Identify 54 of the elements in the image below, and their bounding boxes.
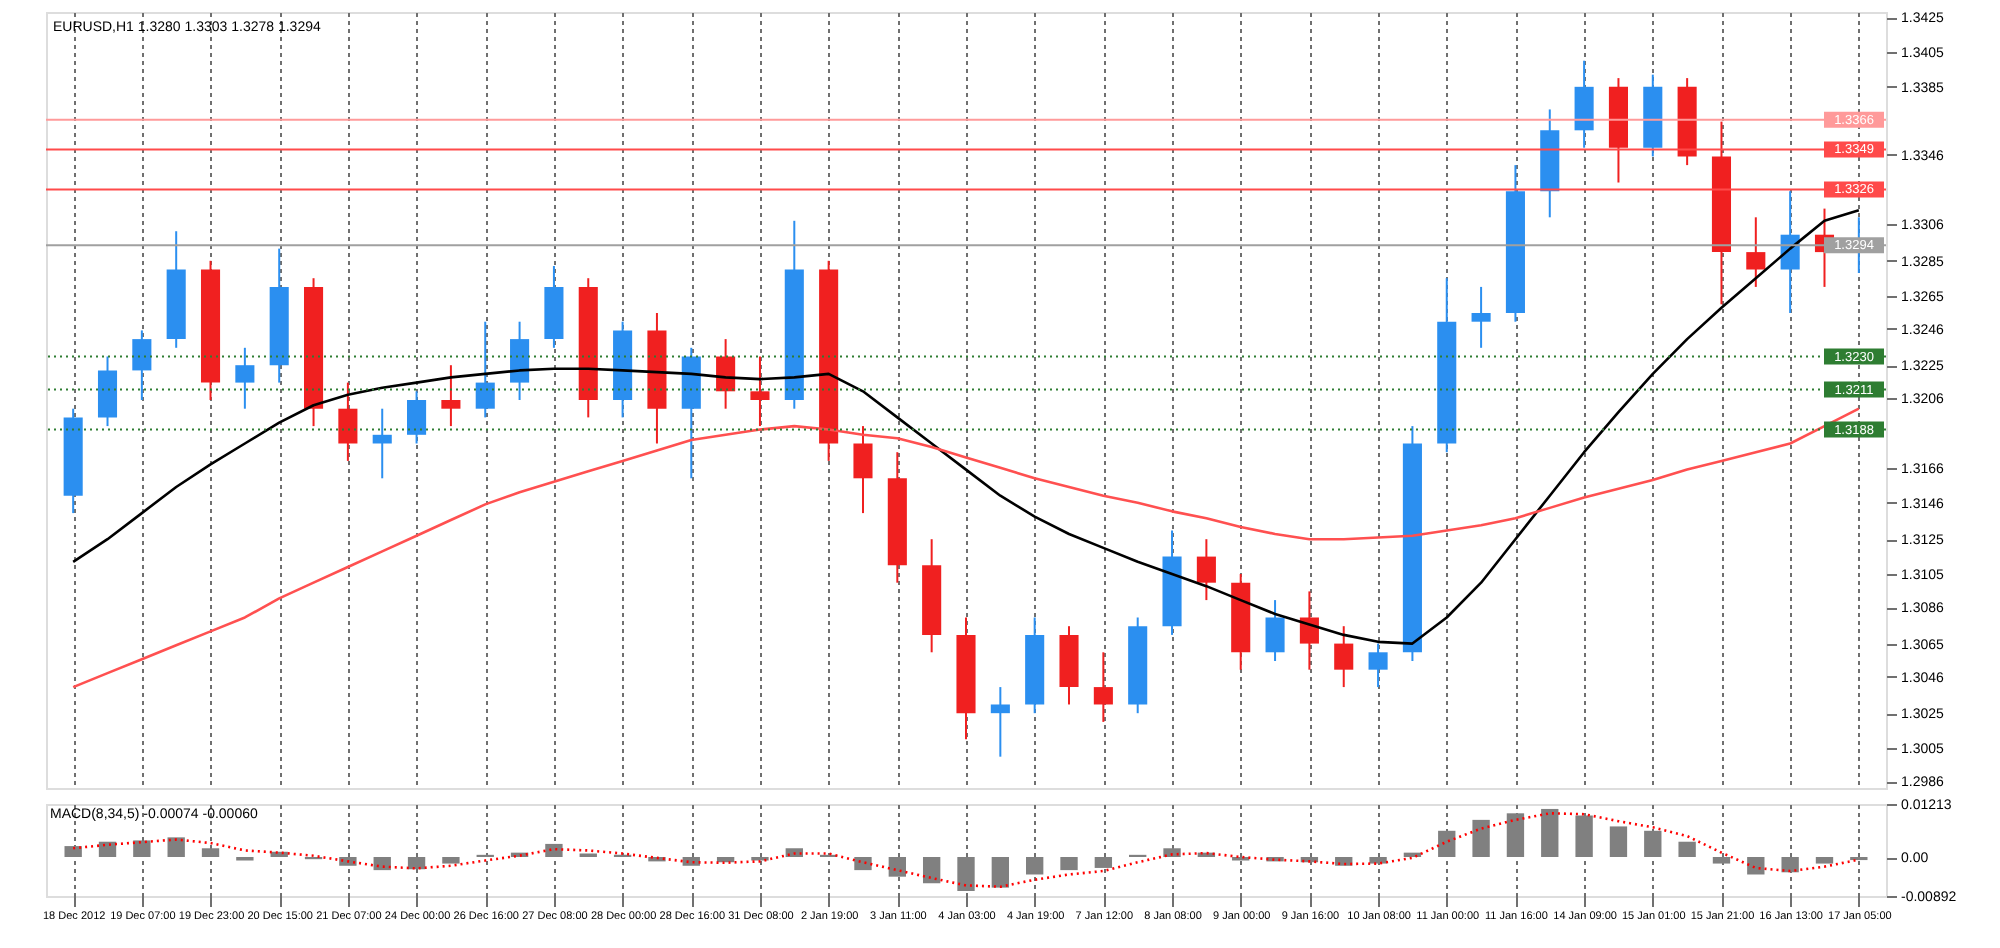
candlestick [1093,651,1113,723]
bar [1575,815,1593,858]
bar [1506,813,1525,858]
bar [407,857,426,870]
candlestick [750,355,770,428]
candlestick [1746,216,1766,288]
candlestick [1265,599,1285,662]
bar [1094,857,1113,868]
bar [1472,819,1490,858]
bar [64,846,82,858]
bar [1815,857,1834,864]
bar [1026,857,1044,875]
candlestick [441,364,461,428]
candlestick [1299,590,1319,671]
candlestick [97,355,118,428]
bar [545,843,563,858]
candlestick [1471,285,1491,349]
bar [991,857,1010,888]
candlestick [853,425,873,515]
bar [1369,857,1387,864]
bar [1335,857,1353,866]
bar [442,857,460,864]
bar [1438,830,1456,858]
candlestick [1574,59,1594,149]
bar [922,857,941,884]
bar [373,857,391,871]
bar [201,848,220,858]
bar [1781,857,1799,873]
bar [957,857,975,892]
candlestick [407,390,427,445]
candlestick [132,329,152,401]
bar [1060,857,1078,871]
bar [682,857,700,866]
candlestick [1368,642,1388,689]
bar [1609,826,1628,858]
candlestick [235,346,255,410]
bar [888,857,906,877]
candlestick [510,320,530,401]
candlestick [338,381,358,462]
candlestick [1334,625,1354,689]
bar [1712,857,1731,864]
bar [854,857,872,871]
bar [1678,841,1696,858]
bar [1163,848,1181,858]
bar [1747,857,1765,875]
bar [133,840,151,858]
candlestick [372,407,392,480]
bar [1644,830,1662,858]
bar [98,841,117,858]
candlestick [990,686,1010,758]
candlestick [1196,538,1216,602]
bar [1541,808,1559,858]
bar [167,837,185,858]
candlestick [475,320,495,419]
